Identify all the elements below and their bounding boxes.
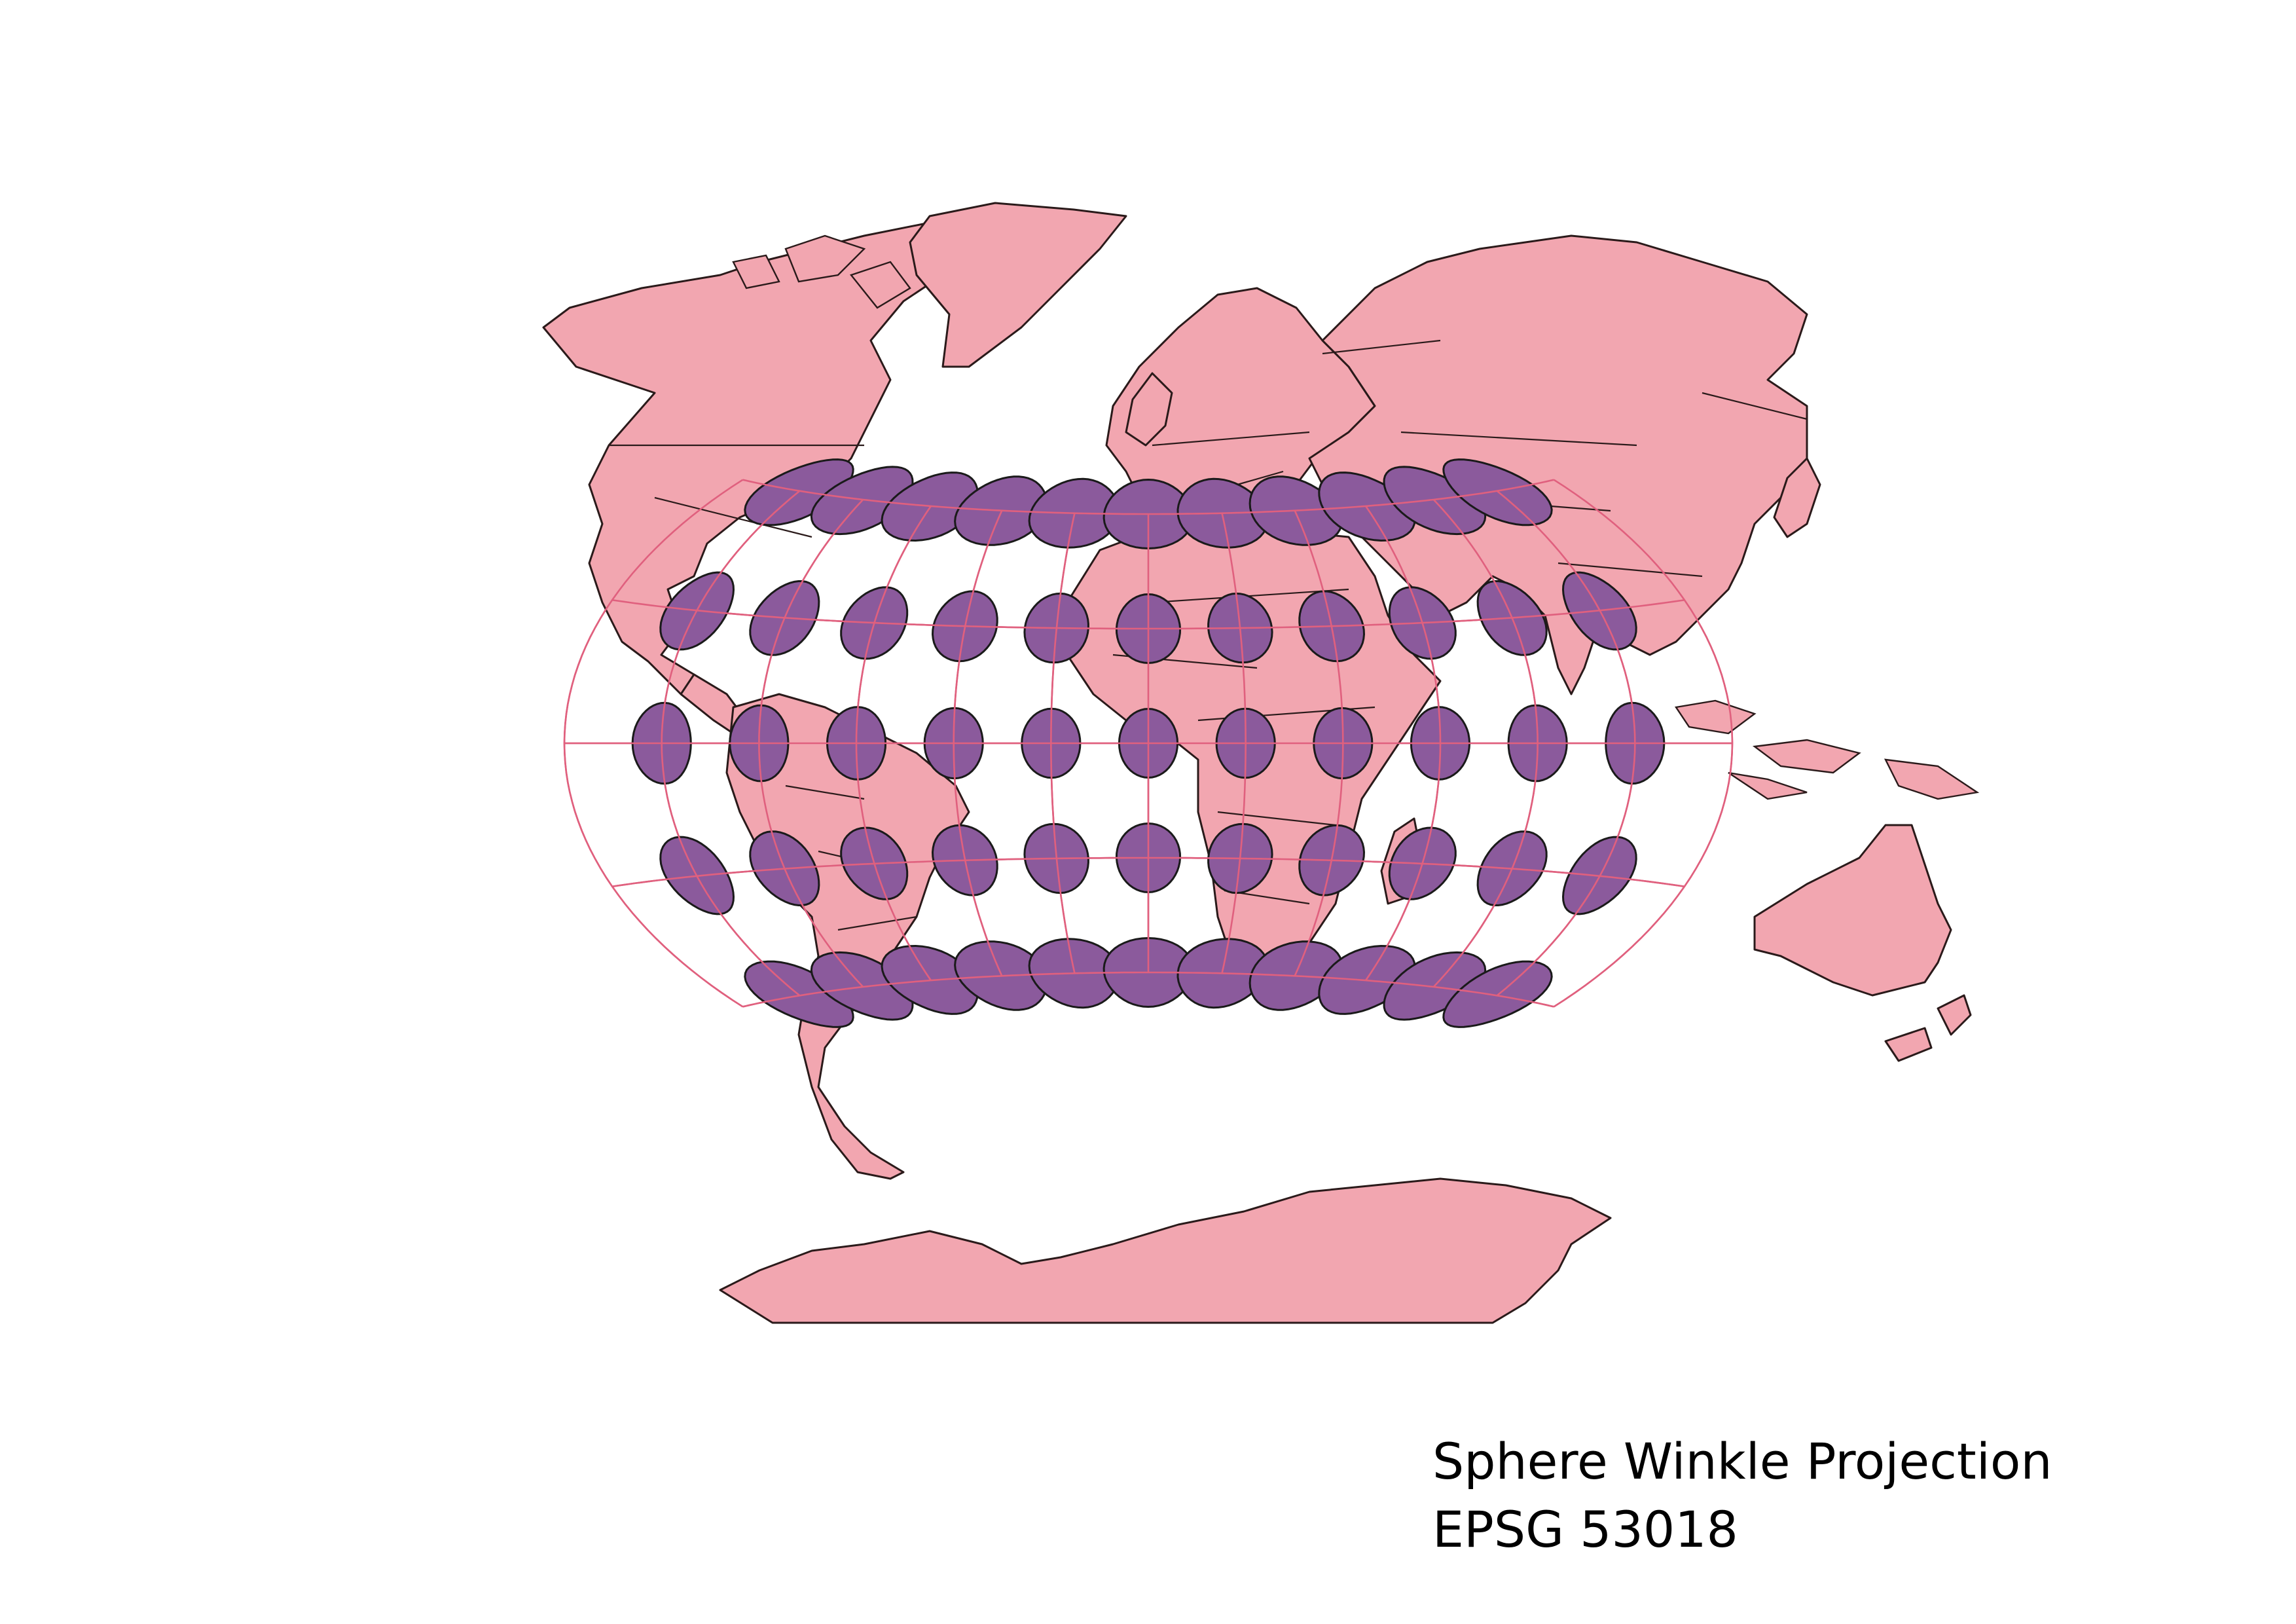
landmass-greenland: [909, 202, 1127, 368]
meridian-line: [855, 506, 932, 981]
meridian-line: [1365, 506, 1442, 981]
landmass-antarctica: [719, 1177, 1612, 1324]
map-caption: Sphere Winkle Projection EPSG 53018: [1432, 1428, 2052, 1564]
meridian-line: [1294, 510, 1344, 976]
landmass-japan: [1773, 457, 1821, 538]
meridian-line: [1432, 499, 1539, 987]
landmass-australia: [1753, 824, 1952, 997]
meridian-line: [661, 490, 801, 997]
meridian-line: [1049, 513, 1076, 974]
tissot-indicatrices: [631, 458, 1666, 1028]
meridian-line: [1553, 479, 1734, 1008]
landmass-indonesia: [1674, 699, 1980, 800]
graticule-overlay: [563, 479, 1734, 1008]
meridian-line: [563, 479, 744, 1008]
meridian-line: [1221, 513, 1247, 974]
epsg-label: EPSG 53018: [1432, 1500, 1738, 1559]
landmasses: [542, 202, 1980, 1324]
landmass-uk: [1125, 372, 1173, 447]
landmass-new-zealand: [1884, 994, 1972, 1062]
landmass-arctic-islands: [732, 234, 911, 309]
projection-title: Sphere Winkle Projection: [1432, 1432, 2052, 1490]
meridian-line: [953, 510, 1003, 976]
meridian-line: [758, 499, 864, 987]
meridian-line: [1496, 490, 1636, 997]
